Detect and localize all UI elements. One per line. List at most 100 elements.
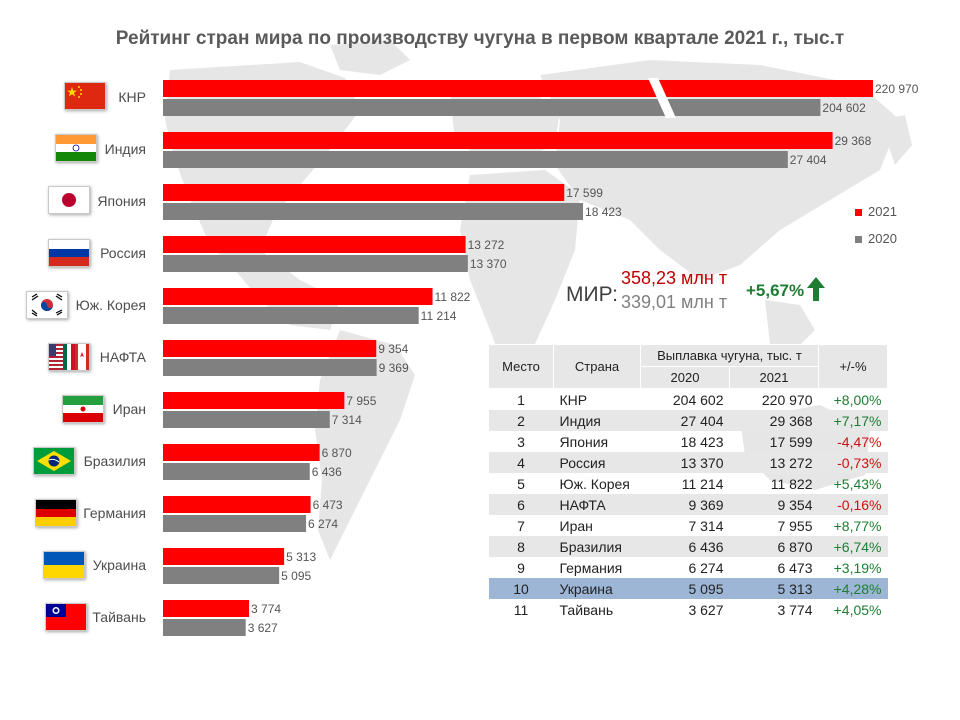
data-label-2021-3: 13 272 — [468, 238, 505, 252]
bar-2020-10 — [163, 619, 246, 636]
data-label-2020-5: 9 369 — [379, 361, 409, 375]
rank-cell: 3 — [517, 433, 525, 450]
bar-2021-0 — [163, 80, 873, 97]
legend-item-2021: 2021 — [855, 204, 897, 219]
value-2021-cell: 9 354 — [729, 494, 819, 515]
rank-cell: 2 — [488, 410, 554, 431]
data-label-2021-2: 17 599 — [566, 186, 603, 200]
value-2020-cell: 27 404 — [640, 410, 730, 431]
country-cell: Бразилия — [553, 536, 641, 557]
value-2020-cell: 204 602 — [672, 391, 724, 408]
table-row: 11 Тайвань 3 627 3 774 +4,05% — [489, 599, 888, 620]
data-label-2021-5: 9 354 — [378, 342, 408, 356]
country-cell: НАФТА — [553, 494, 641, 515]
header-production: Выплавка чугуна, тыс. т — [640, 344, 819, 367]
world-label: МИР: — [566, 283, 618, 306]
value-2021-cell: 6 473 — [777, 559, 813, 576]
value-2020-cell: 13 370 — [640, 452, 730, 473]
bar-2021-1 — [163, 132, 833, 149]
brazil-flag-icon — [33, 447, 75, 475]
change-cell: +8,77% — [833, 517, 882, 534]
japan-flag-icon — [48, 186, 90, 214]
bar-2020-3 — [163, 255, 468, 272]
arrow-up-icon — [807, 277, 825, 301]
bar-2020-9 — [163, 567, 280, 584]
value-2020-cell: 11 214 — [681, 475, 724, 492]
bar-2020-6 — [163, 411, 330, 428]
bar-2021-8 — [163, 496, 311, 513]
category-label: Юж. Корея — [75, 297, 146, 313]
data-label-2020-6: 7 314 — [332, 413, 362, 427]
change-cell: +4,28% — [818, 578, 888, 599]
rank-cell: 1 — [517, 391, 525, 408]
taiwan-flag-icon — [45, 603, 87, 631]
country-cell: Юж. Корея — [559, 475, 630, 492]
change-cell: +7,17% — [818, 410, 888, 431]
table-row: 7 Иран 7 314 7 955 +8,77% — [489, 515, 888, 536]
change-cell: -0,73% — [818, 452, 888, 473]
value-2021-cell: 11 822 — [770, 475, 813, 492]
value-2021-cell: 6 870 — [729, 536, 819, 557]
table-row: 1 КНР 204 602 220 970 +8,00% — [489, 389, 888, 411]
bar-2021-3 — [163, 236, 466, 253]
data-label-2021-10: 3 774 — [251, 602, 281, 616]
category-label: Тайвань — [92, 609, 146, 625]
data-label-2021-0: 220 970 — [875, 82, 919, 96]
russia-flag-icon — [48, 239, 90, 267]
category-label: Бразилия — [83, 453, 146, 469]
header-2021: 2021 — [729, 366, 819, 389]
data-label-2020-0: 204 602 — [822, 101, 866, 115]
data-label-2020-7: 6 436 — [312, 465, 342, 479]
value-2021-cell: 3 774 — [777, 601, 813, 618]
south-korea-flag-icon — [26, 291, 68, 319]
country-cell: Индия — [553, 410, 641, 431]
bar-2020-5 — [163, 359, 377, 376]
data-label-2021-8: 6 473 — [313, 498, 343, 512]
rank-cell: 11 — [513, 601, 529, 618]
change-cell: +5,43% — [833, 475, 882, 492]
header-place: Место — [488, 344, 554, 389]
value-2021-cell: 220 970 — [761, 391, 813, 408]
change-cell: +3,19% — [833, 559, 882, 576]
header-country: Страна — [553, 344, 641, 389]
value-2021-cell: 29 368 — [729, 410, 819, 431]
bar-2020-7 — [163, 463, 310, 480]
bar-2021-7 — [163, 444, 320, 461]
legend-item-2020: 2020 — [855, 231, 897, 246]
china-flag-icon — [64, 82, 106, 110]
legend-label: 2020 — [868, 231, 897, 246]
country-cell: Германия — [559, 559, 623, 576]
value-2020-cell: 5 095 — [640, 578, 730, 599]
header-2020: 2020 — [640, 366, 730, 389]
bar-2021-10 — [163, 600, 250, 617]
bar-2021-6 — [163, 392, 345, 409]
bar-2021-4 — [163, 288, 433, 305]
country-cell: Украина — [553, 578, 641, 599]
country-cell: Япония — [559, 433, 609, 450]
data-label-2020-3: 13 370 — [470, 257, 507, 271]
rank-cell: 10 — [488, 578, 554, 599]
data-label-2021-7: 6 870 — [322, 446, 352, 460]
change-cell: +8,00% — [833, 391, 882, 408]
category-label: Япония — [97, 193, 146, 209]
category-label: Украина — [92, 557, 146, 573]
category-label: Россия — [100, 245, 146, 261]
ukraine-flag-icon — [43, 551, 85, 579]
country-cell: КНР — [559, 391, 588, 408]
rank-cell: 9 — [517, 559, 525, 576]
legend-swatch-2020 — [855, 236, 862, 244]
legend-label: 2021 — [868, 204, 897, 219]
table-row: 6 НАФТА 9 369 9 354 -0,16% — [488, 494, 888, 515]
data-label-2021-4: 11 822 — [435, 290, 471, 304]
value-2020-cell: 7 314 — [688, 517, 724, 534]
table-row: 2 Индия 27 404 29 368 +7,17% — [488, 410, 888, 431]
country-cell: Иран — [559, 517, 593, 534]
axis-break-mark — [648, 78, 676, 118]
value-2020-cell: 18 423 — [680, 433, 724, 450]
country-cell: Тайвань — [559, 601, 614, 618]
country-cell: Россия — [553, 452, 641, 473]
value-2021-cell: 17 599 — [769, 433, 813, 450]
category-label: НАФТА — [99, 349, 146, 365]
category-label: Иран — [112, 401, 146, 417]
